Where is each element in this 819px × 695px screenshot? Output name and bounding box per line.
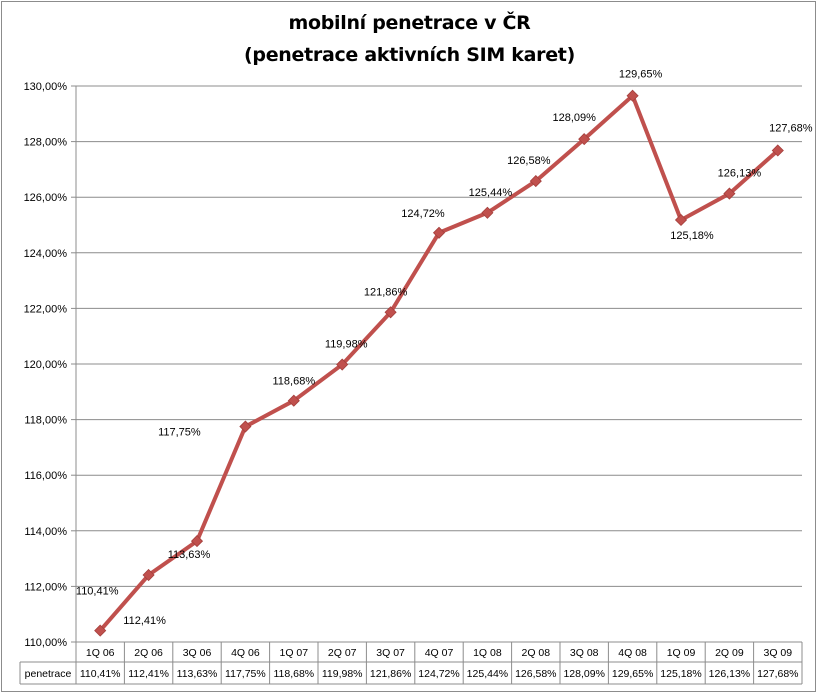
table-cell: 119,98% [322, 668, 363, 680]
table-cell: 124,72% [418, 668, 459, 680]
y-tick-label: 118,00% [24, 415, 67, 427]
table-cell: 127,68% [757, 668, 798, 680]
table-cell: 110,41% [80, 668, 121, 680]
table-cell: 117,75% [225, 668, 266, 680]
data-label: 110,41% [76, 586, 119, 598]
data-label: 118,68% [272, 376, 315, 388]
x-tick-label: 4Q 07 [425, 647, 454, 659]
table-cell: 112,41% [128, 668, 169, 680]
table-cell: 118,68% [273, 668, 314, 680]
y-tick-label: 112,00% [24, 581, 67, 593]
data-label: 127,68% [769, 122, 813, 134]
y-tick-label: 130,00% [24, 81, 68, 93]
data-point [287, 394, 300, 407]
data-label: 119,98% [325, 339, 368, 351]
data-label: 117,75% [158, 427, 201, 439]
data-point [771, 144, 784, 157]
x-tick-label: 2Q 08 [521, 647, 550, 659]
x-tick-label: 1Q 09 [667, 647, 696, 659]
x-tick-label: 3Q 06 [183, 647, 212, 659]
y-tick-label: 124,00% [24, 248, 68, 260]
table-cell: 121,86% [370, 668, 411, 680]
x-tick-label: 3Q 08 [570, 647, 599, 659]
data-point [723, 187, 736, 200]
data-point [336, 358, 349, 371]
x-tick-label: 3Q 07 [376, 647, 405, 659]
data-label: 113,63% [168, 549, 211, 561]
y-tick-label: 122,00% [24, 303, 68, 315]
data-label: 124,72% [401, 208, 445, 220]
table-cell: 129,65% [612, 668, 653, 680]
y-tick-label: 128,00% [24, 137, 68, 149]
data-point [239, 420, 252, 433]
data-label: 129,65% [619, 69, 663, 81]
table-cell: 126,58% [515, 668, 556, 680]
y-tick-label: 120,00% [24, 359, 68, 371]
table-cell: 125,44% [467, 668, 508, 680]
x-tick-label: 4Q 08 [618, 647, 647, 659]
data-point [674, 213, 688, 227]
table-series-label: penetrace [25, 668, 72, 680]
x-tick-label: 2Q 07 [328, 647, 357, 659]
table-cell: 126,13% [709, 668, 750, 680]
x-tick-label: 1Q 08 [473, 647, 502, 659]
x-tick-label: 3Q 09 [763, 647, 792, 659]
y-tick-label: 116,00% [24, 470, 67, 482]
data-label: 112,41% [123, 615, 166, 627]
data-label: 128,09% [552, 112, 596, 124]
data-point [481, 206, 494, 219]
x-tick-label: 2Q 06 [134, 647, 163, 659]
x-tick-label: 1Q 06 [86, 647, 115, 659]
x-tick-label: 2Q 09 [715, 647, 744, 659]
data-point [94, 624, 107, 637]
data-point [578, 133, 591, 146]
x-tick-label: 1Q 07 [279, 647, 308, 659]
data-point [529, 175, 542, 188]
data-point [142, 568, 155, 582]
y-tick-label: 110,00% [24, 637, 67, 649]
y-tick-label: 114,00% [24, 526, 67, 538]
table-cell: 125,18% [660, 668, 701, 680]
data-label: 125,44% [469, 187, 513, 199]
data-label: 126,13% [718, 168, 762, 180]
chart-title-line2: (penetrace aktivních SIM karet) [244, 44, 575, 66]
data-point [384, 306, 397, 319]
data-label: 126,58% [507, 155, 551, 167]
data-label: 121,86% [364, 286, 408, 298]
data-point [190, 535, 204, 548]
x-tick-label: 4Q 06 [231, 647, 260, 659]
data-point [432, 226, 446, 239]
chart-title-line1: mobilní penetrace v ČR [288, 12, 531, 34]
table-cell: 128,09% [563, 668, 604, 680]
data-label: 125,18% [670, 230, 714, 242]
data-point [626, 89, 639, 102]
table-cell: 113,63% [177, 668, 218, 680]
y-tick-label: 126,00% [24, 192, 68, 204]
